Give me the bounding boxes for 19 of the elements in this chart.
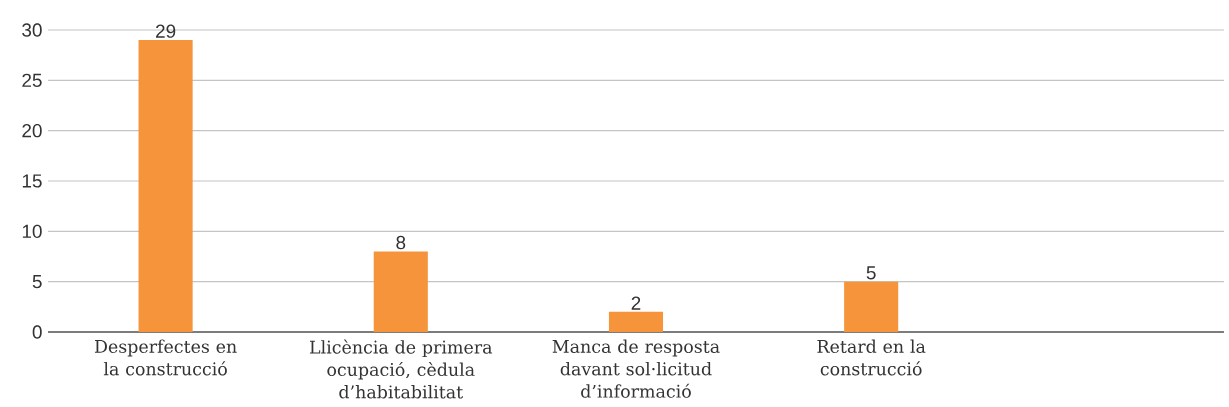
y-tick-label: 25: [22, 73, 42, 88]
y-tick-label: 20: [22, 123, 42, 138]
x-tick-label: Desperfectes en la construcció: [94, 339, 237, 376]
y-tick-label: 15: [22, 174, 42, 188]
y-tick-label: 5: [32, 275, 42, 289]
data-label: 29: [156, 24, 176, 38]
y-tick-label: 10: [22, 224, 42, 239]
bar: [844, 281, 899, 332]
y-tick-label: 0: [32, 325, 42, 339]
bar: [608, 311, 664, 332]
x-tick-label: Llicència de primera ocupació, cèdula d’habitabilitat: [309, 339, 493, 399]
data-label: 8: [396, 235, 406, 250]
data-label: 5: [866, 266, 876, 280]
y-tick-label: 30: [22, 23, 42, 37]
bar: [373, 251, 428, 332]
data-label: 2: [631, 296, 641, 310]
x-tick-label: Manca de resposta davant sol·licitud d’informació: [552, 339, 720, 398]
bar: [138, 40, 193, 332]
x-tick-label: Retard en la construcció: [817, 339, 926, 376]
